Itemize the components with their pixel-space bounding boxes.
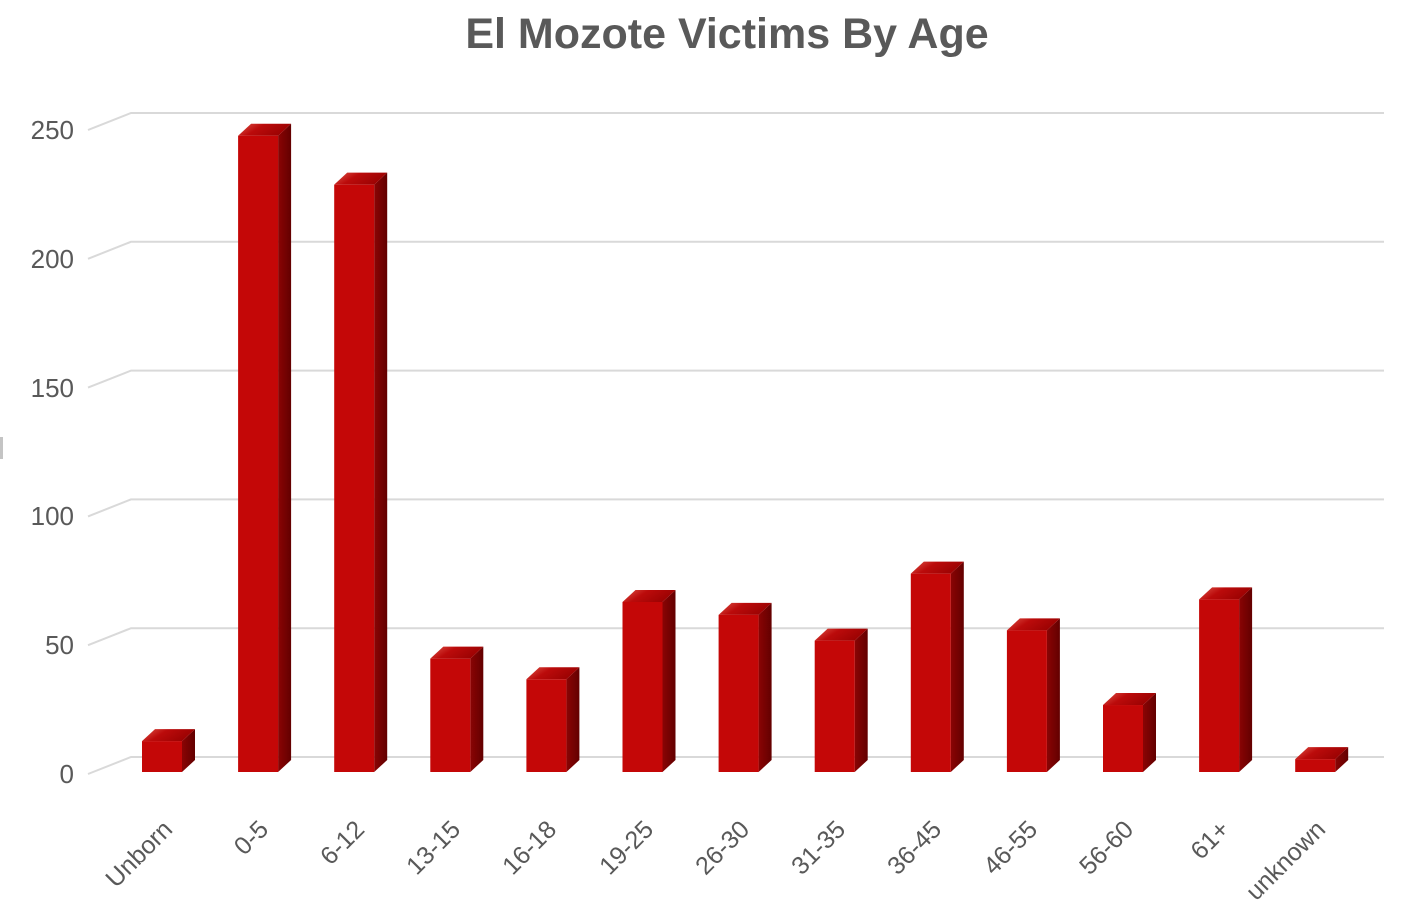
bar-top-face [430, 646, 484, 659]
bar-side-face [374, 172, 388, 772]
bar-front-face [334, 184, 375, 772]
y-tick-label-50: 50 [45, 630, 74, 661]
bar-side-face [950, 561, 964, 772]
gridline-250 [87, 112, 1384, 131]
bar-6-12 [334, 172, 388, 772]
chart-title: El Mozote Victims By Age [465, 10, 989, 58]
bar-top-face [142, 729, 195, 742]
gridline-150 [87, 369, 1384, 389]
bars [142, 123, 1349, 772]
bar-side-face [1239, 587, 1253, 772]
y-tick-label-250: 250 [30, 115, 74, 145]
bar-side-face [182, 729, 195, 772]
bar-side-face [566, 667, 580, 772]
bar-top-face [238, 123, 292, 136]
bar-top-face [910, 561, 964, 574]
bar-61+ [1199, 587, 1253, 772]
y-axis-title-clipped [0, 437, 3, 459]
bar-front-face [718, 614, 759, 772]
bar-front-face [1103, 705, 1143, 772]
bar-56-60 [1103, 693, 1156, 772]
bar-top-face [622, 589, 676, 602]
bar-side-face [758, 602, 772, 772]
bar-front-face [814, 640, 855, 772]
gridline-200 [87, 240, 1384, 260]
bar-front-face [1295, 759, 1336, 772]
bar-top-face [1295, 747, 1349, 760]
gridline-100 [87, 498, 1384, 518]
bar-16-18 [526, 667, 580, 772]
bar-top-face [1103, 693, 1156, 706]
bar-side-face [1046, 618, 1060, 772]
bar-front-face [622, 601, 663, 772]
bar-top-face [718, 602, 772, 615]
bar-unknown [1295, 747, 1349, 772]
bar-46-55 [1006, 618, 1060, 772]
y-tick-label-150: 150 [30, 372, 74, 403]
bar-front-face [526, 679, 567, 772]
gridline-0 [87, 756, 1384, 775]
bar-side-face [1143, 693, 1156, 772]
bar-top-face [334, 172, 388, 185]
bar-top-face [1006, 618, 1060, 631]
bar-front-face [430, 658, 471, 772]
gridlines [87, 112, 1384, 775]
bar-36-45 [910, 561, 964, 772]
bar-31-35 [814, 628, 868, 772]
bar-top-face [1199, 587, 1253, 600]
y-tick-label-200: 200 [30, 243, 74, 274]
bar-side-face [470, 646, 484, 772]
bar-side-face [1335, 747, 1349, 772]
bar-top-face [814, 628, 868, 641]
bar-side-face [662, 589, 676, 772]
bar-side-face [278, 123, 292, 772]
bar-top-face [526, 667, 580, 680]
bar-front-face [142, 741, 182, 772]
bar-Unborn [142, 729, 195, 772]
y-tick-label-0: 0 [59, 759, 74, 789]
y-tick-label-100: 100 [30, 501, 74, 532]
bar-19-25 [622, 589, 676, 772]
bar-front-face [1006, 630, 1047, 772]
bar-13-15 [430, 646, 484, 772]
gridline-50 [87, 627, 1384, 647]
bar-side-face [854, 628, 868, 772]
bar-front-face [1199, 599, 1240, 772]
bar-0-5 [238, 123, 292, 772]
bar-front-face [238, 135, 279, 772]
bar-26-30 [718, 602, 772, 772]
bar-front-face [910, 573, 951, 772]
